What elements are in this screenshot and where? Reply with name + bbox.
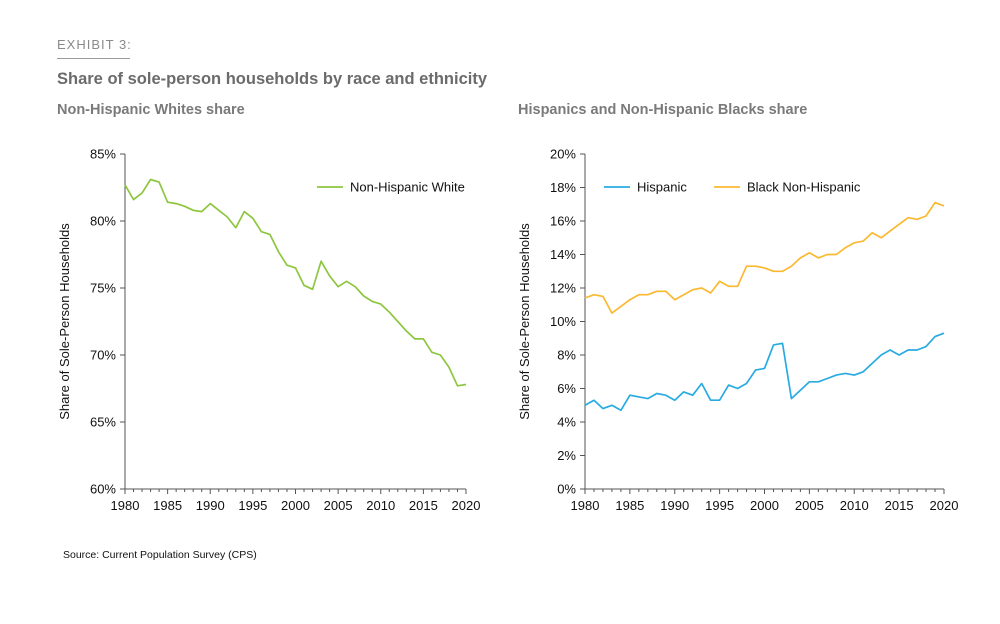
exhibit-underline [57, 58, 130, 59]
left-x-tick-label: 2015 [409, 498, 438, 513]
right-y-tick-label: 10% [550, 314, 576, 329]
right-y-tick-label: 14% [550, 247, 576, 262]
left-y-tick-label: 85% [90, 147, 116, 162]
right-x-tick-label: 2010 [840, 498, 869, 513]
right-y-axis-label: Share of Sole-Person Households [517, 223, 532, 420]
left-chart-title: Non-Hispanic Whites share [57, 102, 245, 118]
source-note: Source: Current Population Survey (CPS) [63, 549, 257, 561]
right-chart: 0% 2% 4% 6% 8% 10% 12% 14% 16% 18% 20% 1980 1985 1990… [517, 147, 958, 514]
left-legend-label: Non-Hispanic White [350, 180, 465, 195]
left-x-tick-label: 1995 [238, 498, 267, 513]
right-y-tick-label: 16% [550, 214, 576, 229]
right-x-tick-label: 1980 [571, 498, 600, 513]
left-x-tick-label: 1990 [196, 498, 225, 513]
right-x-tick-label: 2005 [795, 498, 824, 513]
right-y-tick-label: 8% [557, 348, 576, 363]
right-x-tick-label: 2000 [750, 498, 779, 513]
left-x-tick-label: 2020 [452, 498, 481, 513]
left-series-line-non-hispanic-white [124, 178, 467, 387]
left-chart: 60% 65% 70% 75% 80% 85% 1980 1985 1990 1995 2000 20… [57, 147, 480, 514]
exhibit-label: EXHIBIT 3: [57, 37, 132, 52]
left-y-tick-label: 60% [90, 482, 116, 497]
left-y-tick-label: 70% [90, 348, 116, 363]
right-series-line-black-non-hispanic [584, 201, 945, 314]
right-x-tick-label: 1985 [615, 498, 644, 513]
left-y-tick-label: 80% [90, 214, 116, 229]
right-y-tick-label: 2% [557, 448, 576, 463]
right-x-tick-label: 1990 [660, 498, 689, 513]
left-x-tick-label: 2000 [281, 498, 310, 513]
right-y-tick-label: 20% [550, 147, 576, 162]
left-y-axis-label: Share of Sole-Person Households [57, 223, 72, 420]
right-legend-label: Black Non-Hispanic [747, 180, 861, 195]
left-x-tick-label: 2010 [366, 498, 395, 513]
right-y-tick-label: 0% [557, 482, 576, 497]
right-y-tick-label: 18% [550, 180, 576, 195]
right-y-tick-label: 6% [557, 381, 576, 396]
figure-title: Share of sole-person households by race … [57, 70, 488, 88]
left-x-tick-label: 2005 [324, 498, 353, 513]
right-y-tick-label: 12% [550, 281, 576, 296]
left-x-tick-label: 1985 [153, 498, 182, 513]
left-y-tick-label: 65% [90, 415, 116, 430]
right-x-tick-label: 2015 [885, 498, 914, 513]
left-y-tick-label: 75% [90, 281, 116, 296]
right-x-tick-label: 2020 [930, 498, 959, 513]
left-x-tick-label: 1980 [111, 498, 140, 513]
right-y-tick-label: 4% [557, 415, 576, 430]
right-x-tick-label: 1995 [705, 498, 734, 513]
right-legend-label: Hispanic [637, 180, 687, 195]
right-chart-title: Hispanics and Non-Hispanic Blacks share [518, 102, 808, 118]
right-series-line-hispanic [584, 332, 945, 412]
